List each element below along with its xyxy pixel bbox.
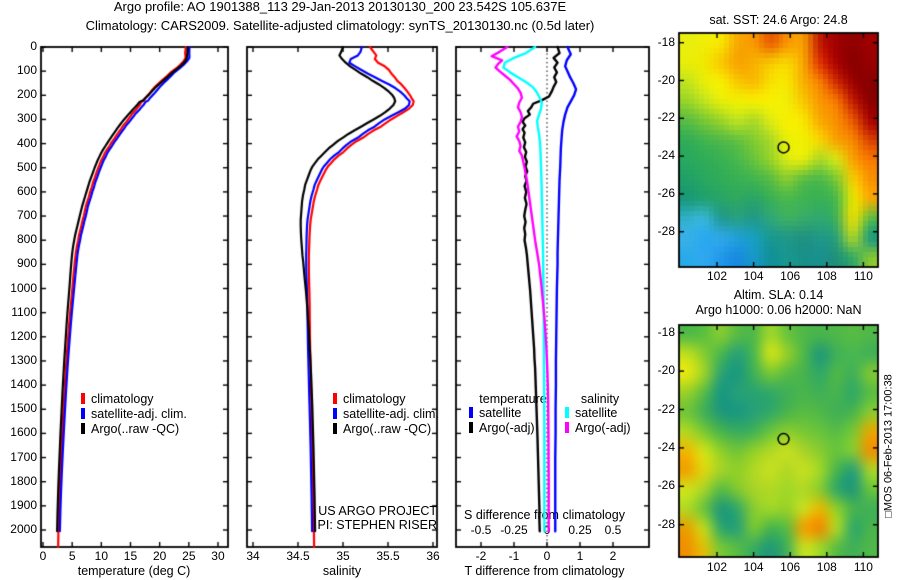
tick-label: 200 <box>16 87 37 102</box>
tick-label: 500 <box>16 159 37 174</box>
satellite-adj-line-swatch <box>81 408 85 419</box>
argo-line-swatch <box>333 423 337 434</box>
legend-label: Argo(-adj) <box>575 420 631 435</box>
tick-label: -26 <box>657 185 675 200</box>
climatology-line-swatch <box>81 393 85 404</box>
tick-label: -20 <box>657 363 675 378</box>
tick-label: 1700 <box>10 449 37 464</box>
tick-label: 1900 <box>10 497 37 512</box>
sla-map-title-line2: Argo h1000: 0.06 h2000: NaN <box>695 303 862 317</box>
legend-item-s-argo: Argo(-adj) <box>565 420 631 435</box>
temperature-legend: climatology satellite-adj. clim. Argo(..… <box>81 391 187 436</box>
temperature-axis-label: temperature (deg C) <box>77 564 191 578</box>
project-annotation-line2: PI: STEPHEN RISER <box>317 518 437 532</box>
tick-label: 1500 <box>10 401 37 416</box>
tick-label: 2 <box>609 549 617 563</box>
tick-label: -28 <box>657 223 675 238</box>
s-argo-line-swatch <box>565 422 569 433</box>
legend-item-satellite-adj: satellite-adj. clim. <box>81 406 187 421</box>
tick-label: 0.5 <box>604 523 622 537</box>
tick-label: 400 <box>16 135 37 150</box>
tick-label: -20 <box>657 72 675 87</box>
tick-label: -28 <box>657 516 675 531</box>
figure-title-line1: Argo profile: AO 1901388_113 29-Jan-2013… <box>113 0 567 14</box>
tick-label: 1800 <box>10 473 37 488</box>
legend-item-satellite-adj: satellite-adj. clim. <box>333 406 439 421</box>
tick-label: 2000 <box>10 522 37 536</box>
argo-line-swatch <box>81 423 85 434</box>
tick-label: 800 <box>16 232 37 247</box>
tick-label: 1100 <box>11 304 37 319</box>
tick-label: 100 <box>16 63 37 78</box>
climatology-line-swatch <box>333 393 337 404</box>
legend-label: climatology <box>91 391 154 406</box>
satellite-adj-line-swatch <box>333 408 337 419</box>
figure-title-line2: Climatology: CARS2009. Satellite-adjuste… <box>85 18 595 33</box>
legend-item-t-satellite: satellite <box>469 405 535 420</box>
tick-label: -22 <box>657 401 675 416</box>
t-satellite-line-swatch <box>469 407 473 418</box>
tick-label: -24 <box>657 148 675 163</box>
tick-label: 1400 <box>10 377 37 392</box>
project-annotation-line1: US ARGO PROJECT <box>318 504 437 518</box>
tick-label: 900 <box>16 256 37 271</box>
tick-label: -24 <box>657 439 675 454</box>
salinity-axis-label: salinity <box>322 564 362 578</box>
tick-label: 0 <box>30 39 37 53</box>
tick-label: -22 <box>657 110 675 125</box>
legend-item-climatology: climatology <box>333 391 439 406</box>
legend-item-s-satellite: satellite <box>565 405 631 420</box>
legend-label: satellite-adj. clim. <box>343 406 439 421</box>
t-argo-line-swatch <box>469 422 473 433</box>
legend-item-argo: Argo(..raw -QC) <box>333 421 439 436</box>
legend-label: Argo(-adj) <box>479 420 535 435</box>
t-difference-axis-label: T difference from climatology <box>464 564 625 578</box>
legend-label: satellite <box>575 405 618 420</box>
tick-label: -18 <box>657 324 675 339</box>
legend-label: Argo(..raw -QC) <box>343 421 432 436</box>
tick-label: -18 <box>657 34 675 49</box>
tick-label: 1300 <box>10 352 37 367</box>
sla-map-title-line1: Altim. SLA: 0.14 <box>733 288 824 302</box>
timestamp-credit-vertical: □MOS 06-Feb-2013 17:00:38 <box>882 374 895 518</box>
sst-map-title: sat. SST: 24.6 Argo: 24.8 <box>709 13 848 27</box>
difference-temperature-legend: satellite Argo(-adj) <box>469 405 535 435</box>
legend-label: climatology <box>343 391 406 406</box>
s-difference-axis-label: S difference from climatology <box>464 508 625 522</box>
tick-label: 1000 <box>10 280 37 295</box>
salinity-legend: climatology satellite-adj. clim. Argo(..… <box>333 391 439 436</box>
tick-label: 110 <box>853 560 873 574</box>
legend-label: satellite <box>479 405 522 420</box>
legend-item-climatology: climatology <box>81 391 187 406</box>
tick-label: -26 <box>657 478 675 493</box>
legend-label: satellite-adj. clim. <box>91 406 187 421</box>
legend-item-argo: Argo(..raw -QC) <box>81 421 187 436</box>
tick-label: 1200 <box>10 328 37 343</box>
tick-label: 300 <box>16 111 37 126</box>
tick-label: 700 <box>16 208 37 223</box>
difference-salinity-legend: satellite Argo(-adj) <box>565 405 631 435</box>
s-satellite-line-swatch <box>565 407 569 418</box>
tick-label: 600 <box>16 183 37 198</box>
legend-label: Argo(..raw -QC) <box>91 421 180 436</box>
tick-label: 110 <box>853 269 873 283</box>
tick-label: 1600 <box>10 425 37 440</box>
legend-item-t-argo: Argo(-adj) <box>469 420 535 435</box>
